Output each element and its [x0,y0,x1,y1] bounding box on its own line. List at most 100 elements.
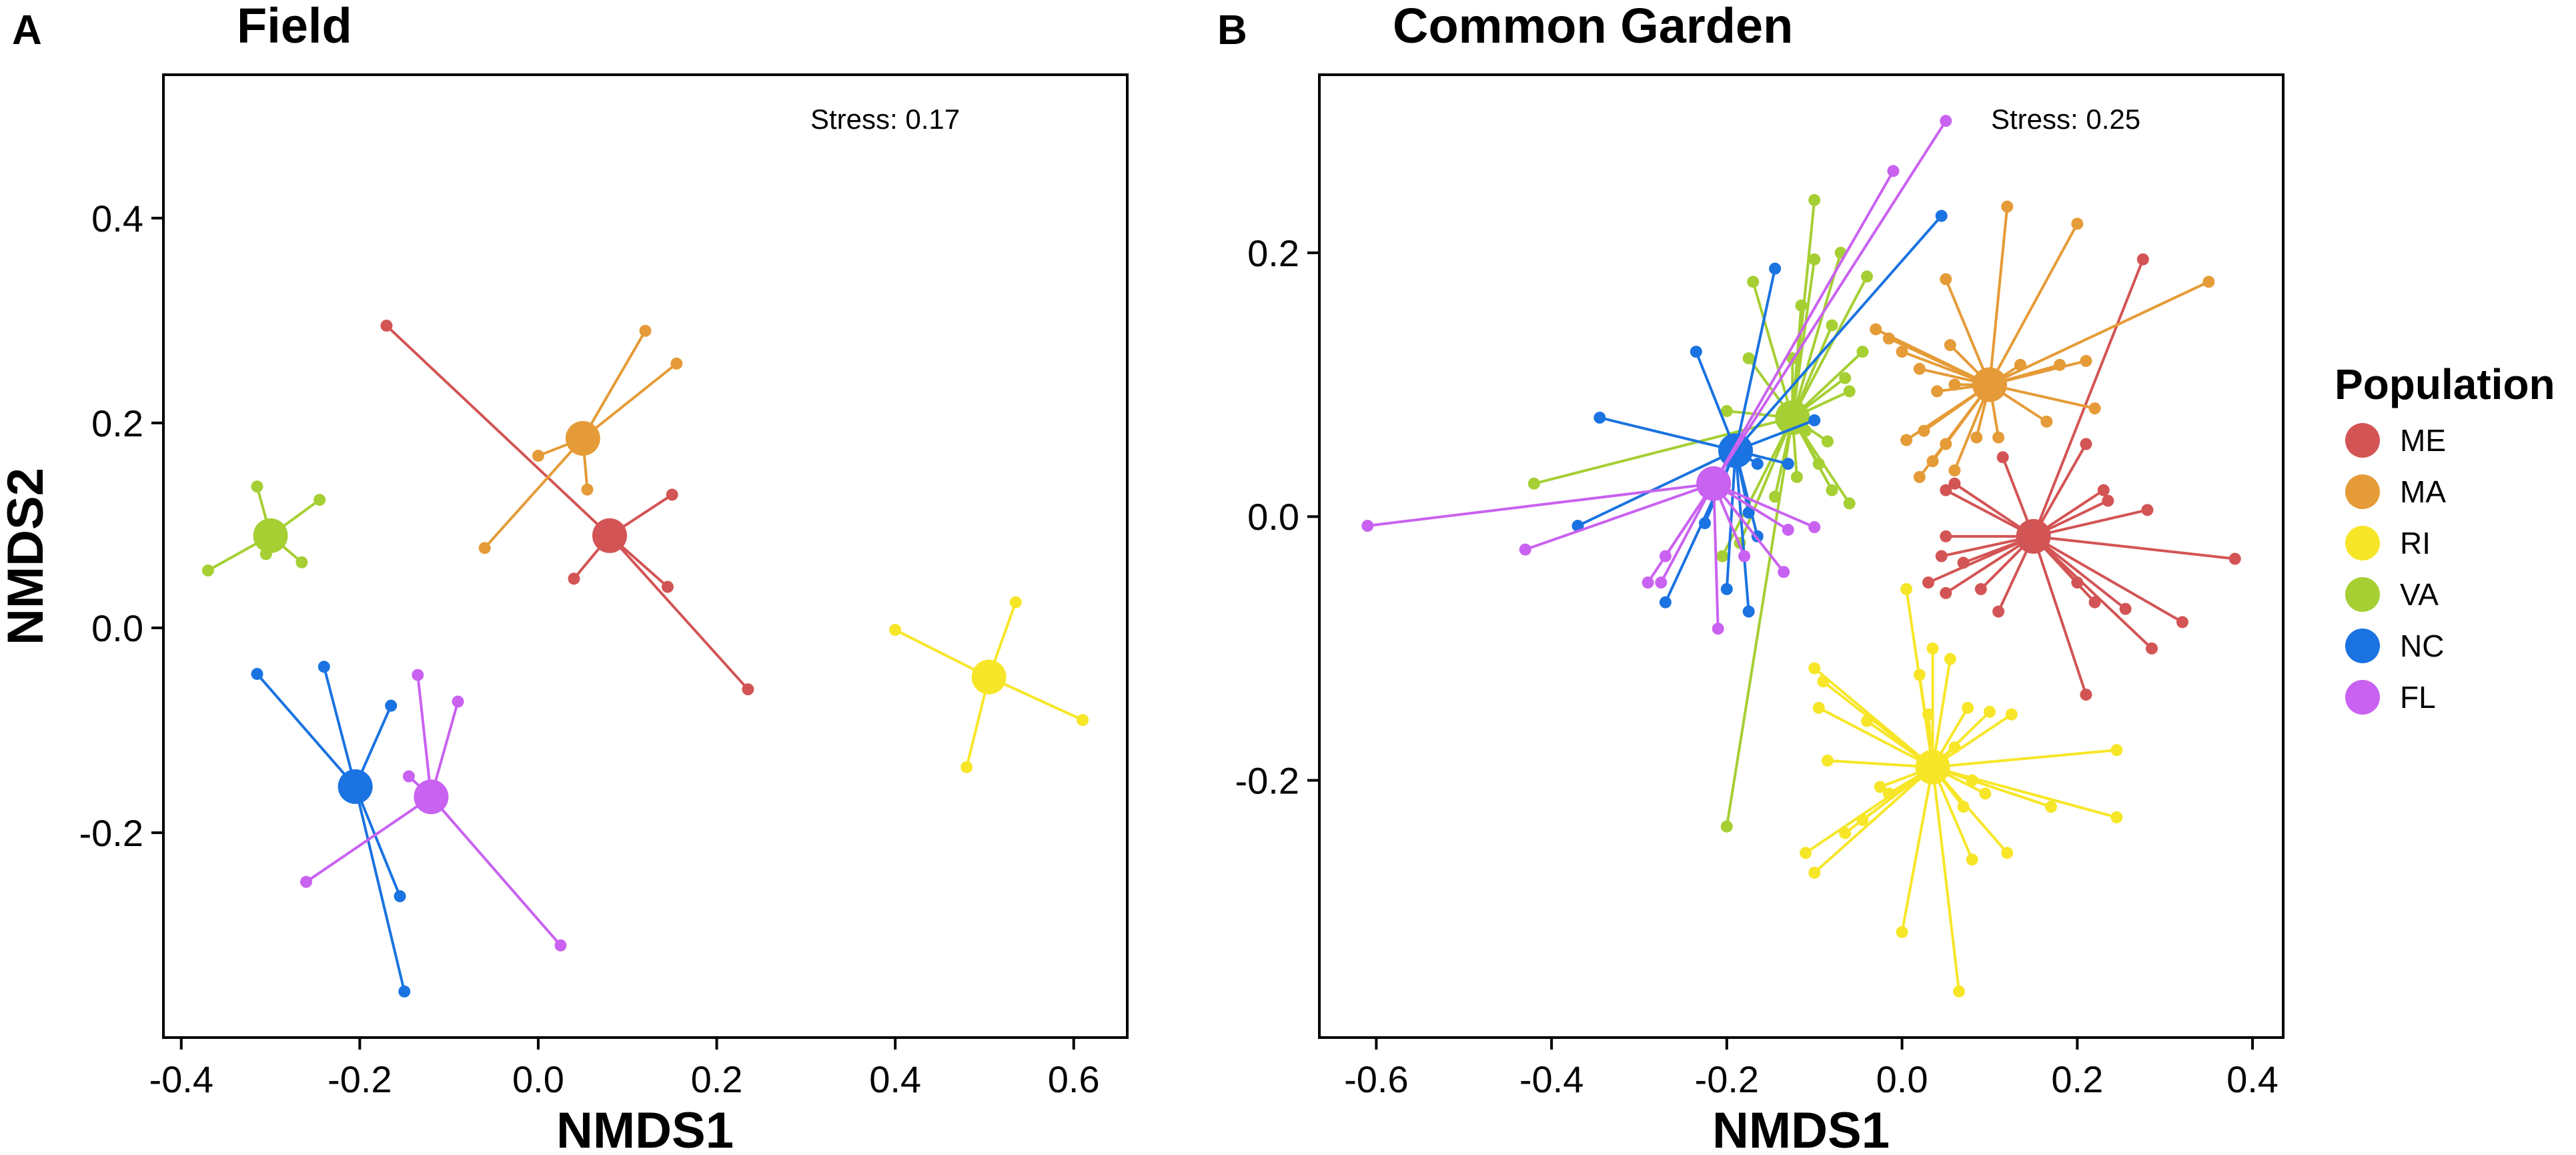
sample-point [1856,813,1869,826]
legend-swatch [2345,680,2380,715]
sample-point [1808,194,1821,206]
spoke-line [2032,535,2126,611]
sample-point [1769,490,1782,503]
sample-point [1742,352,1755,364]
sample-point [1918,424,1930,437]
sample-point [1826,484,1838,496]
centroid-point [414,779,449,815]
sample-point [1716,550,1729,562]
sample-point [2071,218,2084,230]
legend-label: ME [2400,423,2446,458]
centroid-point [1972,367,2007,402]
sample-point [1957,556,1970,569]
sample-point [1800,847,1812,859]
spoke-line [1734,268,1777,451]
panel-b-y-ticks: -0.2 0.0 0.2 [1235,232,1319,802]
sample-point [1720,583,1733,595]
legend-label: FL [2400,680,2436,715]
spoke-line [1944,278,1991,386]
spoke-line [1989,280,2210,386]
sample-point [1874,781,1886,793]
sample-point [380,320,393,332]
spoke-line [386,324,611,537]
panel-b-x-axis-title: NMDS1 [1712,1102,1890,1155]
sample-point [1935,210,1948,222]
sample-point [1926,642,1939,655]
panel-a-x-axis-title: NMDS1 [556,1102,734,1155]
sample-point [251,480,263,493]
spoke-line [582,330,647,439]
sample-point [2001,200,2014,213]
sample-point [1361,520,1374,532]
sample-point [1940,273,1952,286]
spoke-line [1712,120,1947,484]
sample-point [1720,820,1733,833]
sample-point [1992,431,2005,444]
sample-point [2080,354,2092,367]
sample-point [2014,358,2026,371]
spoke-line [1988,223,2079,386]
panel-b-series-layer [1361,115,2241,998]
series-ma [1870,200,2215,483]
sample-point [2202,276,2215,288]
sample-point [1952,985,1965,998]
spoke-line [608,534,749,691]
series-fl [1361,115,1952,635]
sample-point [1808,521,1821,534]
spoke-line [1712,483,1720,629]
sample-point [1922,708,1934,721]
sample-point [2141,504,2154,516]
y-tick-label: -0.2 [1235,760,1300,802]
sample-point [1948,741,1961,754]
sample-point [2071,576,2084,589]
spoke-line [305,795,432,883]
x-tick-label: 0.0 [1876,1058,1928,1100]
legend-label: RI [2400,526,2431,560]
legend-item-ma: MA [2345,474,2446,509]
panel-a-x-ticks: -0.4 -0.2 0.0 0.2 0.4 0.6 [149,1038,1100,1100]
sample-point [1826,319,1838,332]
spoke-line [1752,281,1794,418]
sample-point [1882,787,1895,800]
sample-point [2080,689,2092,701]
legend-item-me: ME [2345,423,2446,458]
sample-point [1720,405,1733,418]
sample-point [1843,497,1856,510]
sample-point [1808,253,1821,266]
sample-point [1642,576,1654,589]
spoke-line [1900,767,1934,933]
sample-point [1896,925,1908,938]
spoke-line [2032,443,2088,537]
centroid-point [338,769,373,804]
spoke-line [1660,482,1715,583]
sample-point [1940,438,1952,450]
centroid-point [971,659,1007,695]
sample-point [1808,866,1821,879]
sample-point [394,890,406,903]
x-tick-label: 0.6 [1048,1058,1100,1100]
panel-a-y-axis-title: NMDS2 [0,468,54,645]
legend-label: VA [2400,577,2439,612]
sample-point [2136,253,2149,266]
spoke-line [1818,707,1934,769]
sample-point [1931,385,1944,398]
sample-point [1839,827,1852,839]
x-tick-label: 0.2 [691,1058,743,1100]
spoke-line [484,437,584,549]
panel-a-stress-label: Stress: 0.17 [810,103,960,135]
legend: Population ME MA RI VA NC FL [2335,360,2555,715]
sample-point [1009,596,1022,609]
sample-point [1900,583,1913,595]
sample-point [1948,378,1961,391]
sample-point [1974,583,1987,595]
sample-point [398,985,411,998]
spoke-line [1932,749,2117,769]
sample-point [251,668,263,681]
sample-point [666,488,678,501]
legend-label: MA [2400,474,2446,509]
spoke-line [2032,535,2153,650]
centroid-point [2016,518,2051,554]
sample-point [1659,550,1672,562]
sample-point [2228,552,2241,565]
legend-item-ri: RI [2345,526,2431,560]
